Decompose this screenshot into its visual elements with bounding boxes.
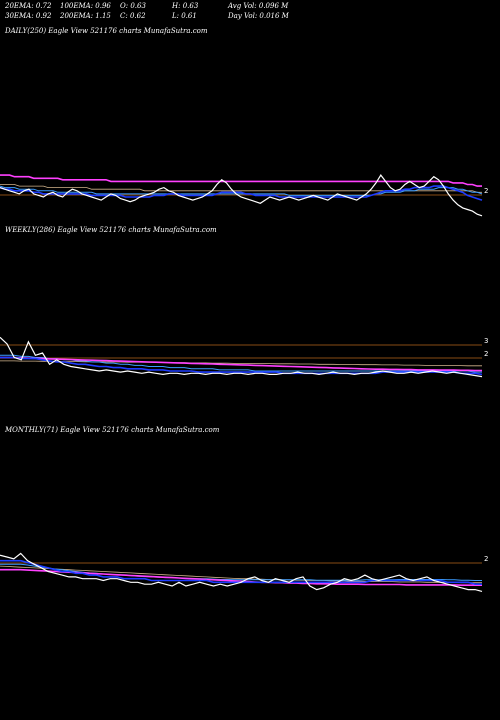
high-readout: H: 0.63 (172, 2, 199, 10)
weekly-price-line (0, 336, 483, 378)
low-readout: L: 0.61 (172, 12, 197, 20)
day-vol-readout: Day Vol: 0.016 M (228, 12, 289, 20)
weekly-level-label-3: 3 (484, 337, 488, 345)
weekly-ema30-line (0, 354, 482, 373)
monthly-price-line (0, 552, 483, 592)
monthly-ema200-line (0, 565, 482, 584)
ema20-readout: 20EMA: 0.72 (5, 2, 52, 10)
weekly-ema100-line (0, 356, 482, 372)
close-readout: C: 0.62 (120, 12, 146, 20)
monthly-panel: 2 (0, 552, 488, 592)
daily-panel: 2 (0, 174, 488, 217)
daily-ema100-line (0, 174, 482, 187)
weekly-ema200-line (0, 360, 482, 367)
ema100-readout: 100EMA: 0.96 (60, 2, 111, 10)
open-readout: O: 0.63 (120, 2, 146, 10)
ema200-readout: 200EMA: 1.15 (60, 12, 111, 20)
daily-panel-title: DAILY(250) Eagle View 521176 charts Muna… (5, 27, 208, 35)
avg-vol-readout: Avg Vol: 0.096 M (228, 2, 289, 10)
weekly-level-label-2: 2 (484, 350, 488, 358)
monthly-ema30-line (0, 563, 482, 581)
weekly-panel-title: WEEKLY(286) Eagle View 521176 charts Mun… (5, 226, 217, 234)
weekly-panel: 3 2 (0, 336, 488, 378)
monthly-panel-title: MONTHLY(71) Eagle View 521176 charts Mun… (5, 426, 220, 434)
daily-level-label-2: 2 (484, 187, 488, 195)
daily-ema20-line (0, 185, 483, 201)
daily-price-line (0, 174, 483, 217)
weekly-ema20-line (0, 356, 483, 376)
monthly-level-label-2: 2 (484, 555, 488, 563)
ema30-readout: 30EMA: 0.92 (5, 12, 52, 20)
